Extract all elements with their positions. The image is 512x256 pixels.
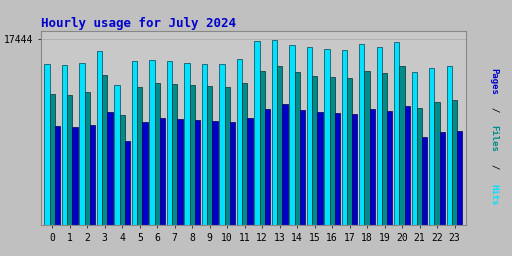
Bar — [167, 61, 172, 225]
Bar — [97, 51, 102, 225]
Bar — [404, 105, 410, 225]
Bar — [412, 72, 417, 225]
Bar — [202, 64, 207, 225]
Bar — [347, 78, 352, 225]
Bar — [317, 112, 323, 225]
Bar — [377, 47, 382, 225]
Bar — [247, 118, 252, 225]
Bar — [417, 108, 422, 225]
Bar — [212, 121, 218, 225]
Bar — [399, 66, 404, 225]
Bar — [272, 40, 277, 225]
Bar — [289, 45, 294, 225]
Bar — [84, 92, 90, 225]
Bar — [342, 50, 347, 225]
Bar — [394, 42, 399, 225]
Bar — [72, 127, 78, 225]
Bar — [177, 120, 183, 225]
Bar — [219, 64, 225, 225]
Bar — [155, 83, 160, 225]
Bar — [67, 95, 72, 225]
Bar — [435, 102, 440, 225]
Bar — [125, 141, 130, 225]
Bar — [300, 110, 305, 225]
Text: Hits: Hits — [489, 184, 499, 205]
Bar — [90, 125, 95, 225]
Bar — [359, 44, 365, 225]
Bar — [457, 131, 462, 225]
Bar — [79, 63, 84, 225]
Bar — [282, 104, 288, 225]
Bar — [50, 94, 55, 225]
Bar — [189, 85, 195, 225]
Bar — [330, 77, 335, 225]
Bar — [195, 120, 200, 225]
Bar — [120, 115, 125, 225]
Bar — [237, 59, 242, 225]
Bar — [132, 61, 137, 225]
Bar — [254, 41, 260, 225]
Bar — [365, 71, 370, 225]
Bar — [440, 132, 445, 225]
Bar — [324, 49, 330, 225]
Text: Hourly usage for July 2024: Hourly usage for July 2024 — [41, 17, 236, 29]
Bar — [294, 72, 300, 225]
Bar — [335, 113, 340, 225]
Bar — [172, 84, 177, 225]
Bar — [260, 71, 265, 225]
Bar — [108, 112, 113, 225]
Bar — [184, 63, 189, 225]
Bar — [55, 126, 60, 225]
Bar — [265, 109, 270, 225]
Bar — [312, 76, 317, 225]
Bar — [114, 85, 120, 225]
Bar — [160, 118, 165, 225]
Bar — [422, 136, 428, 225]
Bar — [150, 60, 155, 225]
Bar — [45, 64, 50, 225]
Bar — [207, 86, 212, 225]
Bar — [137, 87, 142, 225]
Text: Pages: Pages — [489, 69, 499, 95]
Bar — [102, 74, 108, 225]
Bar — [387, 111, 393, 225]
Bar — [446, 66, 452, 225]
Bar — [429, 68, 435, 225]
Text: Files: Files — [489, 125, 499, 152]
Bar — [370, 109, 375, 225]
Bar — [307, 47, 312, 225]
Bar — [452, 100, 457, 225]
Text: /: / — [489, 164, 499, 169]
Bar — [230, 122, 235, 225]
Bar — [142, 122, 147, 225]
Bar — [242, 83, 247, 225]
Bar — [352, 114, 357, 225]
Bar — [382, 73, 387, 225]
Bar — [62, 65, 67, 225]
Text: /: / — [489, 108, 499, 113]
Bar — [225, 87, 230, 225]
Bar — [277, 66, 282, 225]
